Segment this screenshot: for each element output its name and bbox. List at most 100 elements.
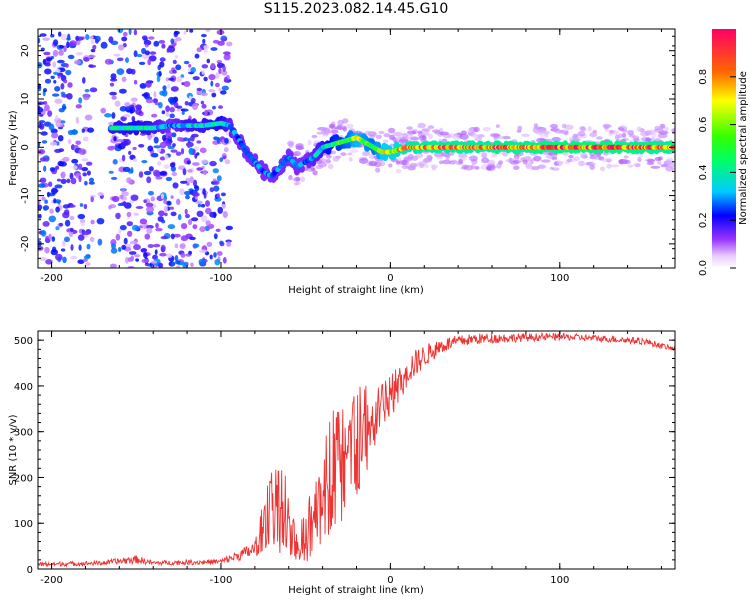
heatmap-cell: [128, 251, 137, 255]
heatmap-cell: [112, 159, 118, 165]
heatmap-cell: [190, 67, 196, 73]
heatmap-cell: [83, 255, 91, 260]
heatmap-cell: [172, 182, 179, 189]
colorbar-tick-label: 0.4: [698, 164, 709, 180]
heatmap-cell: [89, 236, 95, 243]
heatmap-cell: [46, 57, 53, 62]
heatmap-marks: [38, 29, 675, 268]
heatmap-cell: [100, 41, 108, 49]
heatmap-cell: [116, 68, 125, 75]
heatmap-cell: [295, 143, 304, 148]
y-tick-label: -20: [20, 236, 31, 252]
heatmap-cell: [82, 77, 86, 84]
heatmap-cell: [131, 116, 136, 122]
heatmap-cell: [82, 136, 89, 142]
heatmap-cell: [220, 192, 226, 197]
heatmap-cell: [170, 211, 177, 217]
heatmap-cell: [216, 175, 222, 182]
heatmap-cell: [108, 205, 112, 210]
heatmap-cell: [126, 211, 132, 218]
heatmap-cell: [222, 211, 228, 218]
heatmap-cell: [201, 64, 209, 69]
heatmap-cell: [84, 89, 90, 93]
heatmap-cell: [128, 150, 132, 155]
heatmap-cell: [158, 210, 165, 217]
heatmap-cell: [90, 38, 95, 44]
heatmap-cell: [223, 76, 228, 83]
heatmap-cell: [223, 53, 231, 61]
heatmap-cell: [127, 230, 133, 237]
heatmap-cell: [210, 47, 218, 51]
heatmap-cell: [164, 212, 168, 217]
heatmap-cell: [85, 34, 90, 40]
heatmap-cell: [141, 248, 148, 252]
heatmap-cell: [100, 107, 106, 114]
heatmap-cell: [151, 264, 157, 268]
heatmap-cell: [401, 165, 409, 169]
heatmap-cell: [209, 187, 214, 193]
heatmap-cell: [623, 159, 631, 165]
heatmap-cell: [77, 213, 86, 220]
heatmap-cell: [307, 139, 312, 146]
heatmap-cell: [171, 261, 175, 267]
heatmap-cell: [325, 159, 331, 164]
heatmap-cell: [141, 160, 148, 164]
heatmap-cell: [135, 108, 142, 115]
heatmap-cell: [109, 263, 117, 268]
heatmap-cell: [41, 196, 46, 201]
heatmap-cell: [295, 176, 301, 182]
heatmap-cell: [189, 236, 196, 241]
heatmap-cell: [70, 255, 78, 260]
snr-line-marks: [38, 331, 675, 568]
heatmap-cell: [395, 161, 400, 165]
heatmap-cell: [481, 157, 490, 164]
heatmap-cell: [119, 88, 127, 94]
heatmap-cell: [55, 69, 61, 73]
heatmap-cell: [130, 97, 138, 102]
heatmap-cell: [62, 156, 70, 162]
heatmap-cell: [44, 199, 48, 204]
heatmap-cell: [217, 40, 225, 46]
heatmap-cell: [90, 48, 96, 53]
heatmap-cell: [293, 152, 299, 157]
colorbar-tick-label: 0.6: [698, 117, 709, 133]
heatmap-cell: [53, 198, 57, 204]
heatmap-cell: [623, 155, 629, 159]
heatmap-cell: [132, 146, 137, 151]
heatmap-cell: [192, 192, 200, 197]
heatmap-cell: [145, 81, 152, 88]
y-tick-label: 300: [14, 428, 33, 439]
heatmap-cell: [474, 165, 480, 170]
heatmap-cell: [157, 161, 162, 166]
heatmap-cell: [182, 168, 187, 176]
heatmap-cell: [58, 31, 62, 37]
heatmap-cell: [47, 110, 53, 117]
heatmap-cell: [160, 236, 168, 240]
heatmap-cell: [119, 224, 127, 231]
heatmap-cell: [452, 134, 462, 140]
heatmap-cell: [116, 138, 124, 143]
heatmap-cell: [128, 29, 132, 35]
x-tick-label: 100: [550, 575, 569, 586]
heatmap-cell: [63, 79, 68, 84]
heatmap-cell: [43, 206, 48, 211]
heatmap-cell: [147, 244, 154, 248]
snr-series-line: [38, 331, 675, 568]
heatmap-cell: [69, 204, 76, 208]
heatmap-cell: [573, 156, 580, 162]
heatmap-cell: [159, 171, 167, 176]
heatmap-cell: [183, 30, 187, 35]
heatmap-cell: [225, 225, 233, 231]
heatmap-cell: [196, 210, 204, 217]
heatmap-cell: [131, 68, 136, 75]
heatmap-cell: [201, 70, 205, 75]
heatmap-cell: [170, 233, 175, 240]
heatmap-cell: [195, 200, 203, 205]
heatmap-cell: [205, 200, 210, 207]
heatmap-cell: [214, 259, 221, 266]
heatmap-cell: [158, 102, 163, 109]
heatmap-cell: [163, 199, 168, 205]
heatmap-cell: [200, 92, 208, 97]
heatmap-cell: [406, 126, 413, 131]
